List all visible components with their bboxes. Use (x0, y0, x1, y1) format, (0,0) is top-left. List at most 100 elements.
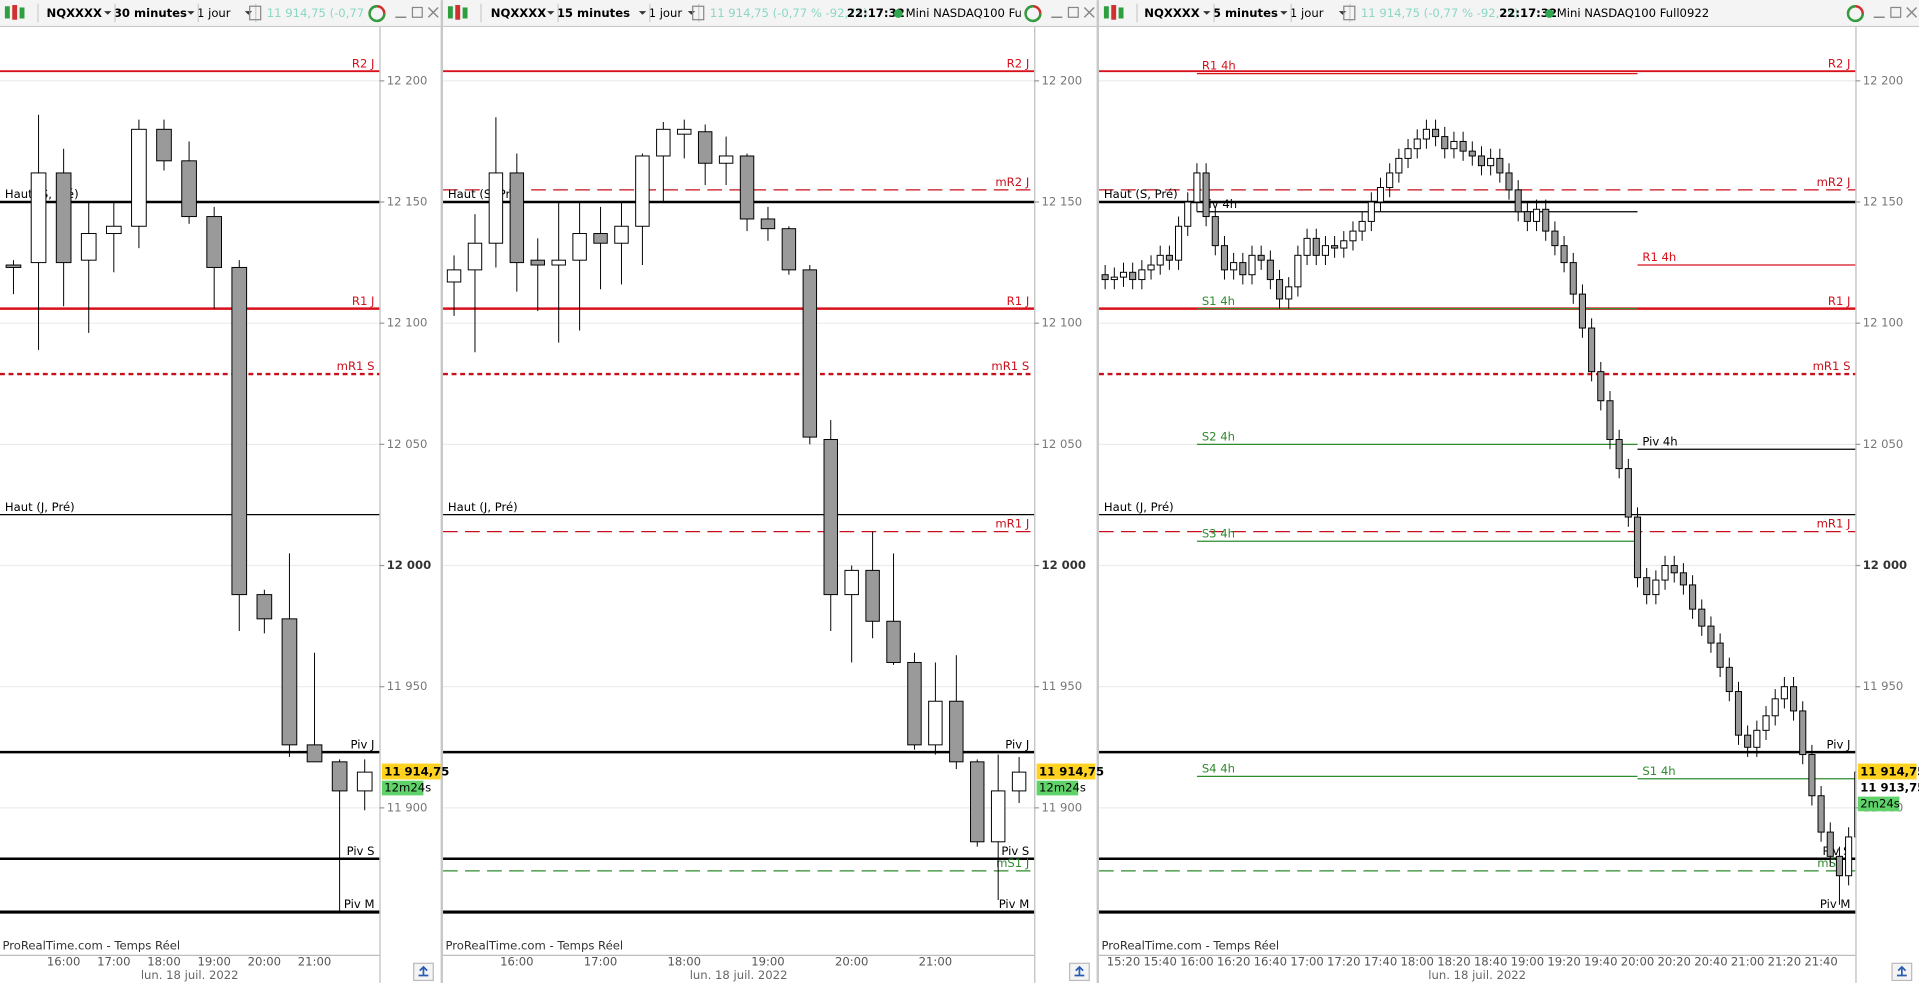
status-dot (894, 9, 903, 18)
toolbar-period[interactable]: 15 minutes (557, 6, 630, 20)
dropdown-arrow[interactable] (547, 11, 555, 15)
level-label: mR1 S (337, 359, 375, 373)
toolbar-range[interactable]: 1 jour (197, 6, 231, 20)
candle-body (1340, 240, 1348, 249)
candle-body (1698, 608, 1706, 627)
candle-body (1349, 230, 1357, 242)
y-tick-label: 12 000 (1863, 558, 1907, 572)
x-tick-label: 21:00 (919, 955, 952, 969)
level-label: Piv M (1820, 897, 1851, 911)
x-tick-label: 16:00 (500, 955, 533, 969)
chart-icon[interactable] (12, 5, 18, 20)
dropdown-arrow[interactable] (1338, 11, 1347, 15)
sync-icon[interactable] (1846, 5, 1864, 23)
candle-body (1285, 286, 1293, 300)
toolbar-symbol[interactable]: NQXXXX (47, 6, 102, 20)
candle-body (1551, 230, 1559, 247)
x-tick-label: 21:20 (1768, 955, 1801, 969)
candle-body (1725, 666, 1733, 693)
candle-body (614, 225, 629, 244)
sync-icon[interactable] (1024, 5, 1042, 23)
maximize-button[interactable] (411, 6, 423, 18)
candle-body (1303, 237, 1311, 256)
chart-icon[interactable] (1103, 6, 1109, 19)
close-button[interactable] (427, 6, 439, 18)
candle-body (593, 233, 608, 244)
candle-body (718, 155, 734, 164)
toolbar-symbol[interactable]: NQXXXX (491, 6, 546, 20)
candle-body (1808, 754, 1816, 797)
info-icon[interactable] (249, 5, 262, 21)
candle-body (1211, 216, 1219, 247)
chart-icon[interactable] (455, 5, 461, 20)
level-label: mR2 J (1817, 175, 1851, 189)
chart-icon[interactable] (462, 7, 468, 19)
level-label: Piv M (344, 897, 375, 911)
x-tick-label: 17:20 (1327, 955, 1360, 969)
candle-body (1477, 155, 1486, 167)
chart-icon[interactable] (1111, 5, 1117, 20)
dropdown-arrow[interactable] (1280, 11, 1288, 15)
candle-body (1569, 262, 1577, 295)
last-price-tag (1857, 763, 1917, 780)
candle-body (1762, 715, 1770, 731)
chart-icon[interactable] (447, 6, 453, 19)
candle-body (1744, 734, 1752, 748)
x-tick-label: 17:00 (584, 955, 617, 969)
footer-label: ProRealTime.com - Temps Réel (1101, 939, 1279, 953)
close-button[interactable] (1906, 6, 1918, 18)
toolbar-range[interactable]: 1 jour (649, 6, 683, 20)
y-tick-label: 12 200 (1041, 73, 1082, 87)
countdown-tag (381, 780, 424, 796)
candle-body (131, 128, 147, 227)
candle-body (1532, 208, 1541, 222)
status-dot (1545, 9, 1554, 18)
candle-body (990, 790, 1006, 843)
countdown-label: 2m24s (1860, 796, 1900, 810)
candle-body (1011, 771, 1027, 792)
info-icon[interactable] (1343, 5, 1356, 21)
toolbar-symbol[interactable]: NQXXXX (1144, 6, 1199, 20)
x-tick-label: 19:40 (1584, 955, 1617, 969)
maximize-button[interactable] (1067, 6, 1079, 18)
candle-body (739, 155, 755, 220)
candle-body (356, 771, 373, 792)
dropdown-arrow[interactable] (1203, 11, 1211, 15)
plot-area: R2 J mR2 J Haut (S, Pré) R1 J mR1 S Haut (J, … (1099, 56, 1856, 914)
chart-icon[interactable] (4, 6, 10, 19)
toolbar-period[interactable]: 30 minutes (114, 6, 187, 20)
dropdown-arrow[interactable] (104, 11, 112, 15)
x-axis-date: lun. 18 juil. 2022 (141, 968, 239, 982)
segment-label: S1 4h (1202, 294, 1235, 308)
sync-icon[interactable] (368, 5, 386, 23)
candle-body (1771, 698, 1779, 717)
candle-body (446, 269, 462, 283)
toolbar-range[interactable]: 1 jour (1290, 6, 1324, 20)
candle-body (55, 172, 72, 264)
x-tick-label: 17:40 (1364, 955, 1397, 969)
dropdown-arrow[interactable] (638, 11, 647, 15)
level-label: Piv S (347, 844, 375, 858)
last-price-label: 11 914,75 (384, 765, 449, 779)
candle-body (1119, 271, 1128, 278)
candle-body (1799, 710, 1807, 756)
candle-body (467, 242, 483, 271)
segment-label: R1 4h (1642, 250, 1676, 264)
toolbar-period[interactable]: 5 minutes (1213, 6, 1278, 20)
candle-body (1790, 686, 1798, 712)
candle-body (1156, 254, 1164, 266)
chart-icon[interactable] (19, 7, 25, 19)
y-tick-label: 11 900 (1041, 800, 1082, 814)
segment-label: S4 4h (1202, 762, 1235, 776)
countdown-tag (1036, 780, 1079, 796)
maximize-button[interactable] (1890, 6, 1902, 18)
candle-body (1101, 274, 1109, 281)
candle-body (1597, 371, 1605, 402)
candle-body (1239, 262, 1247, 276)
close-button[interactable] (1083, 6, 1095, 18)
chart-icon[interactable] (1118, 7, 1124, 19)
info-icon[interactable] (692, 5, 705, 21)
dropdown-arrow[interactable] (187, 11, 195, 15)
